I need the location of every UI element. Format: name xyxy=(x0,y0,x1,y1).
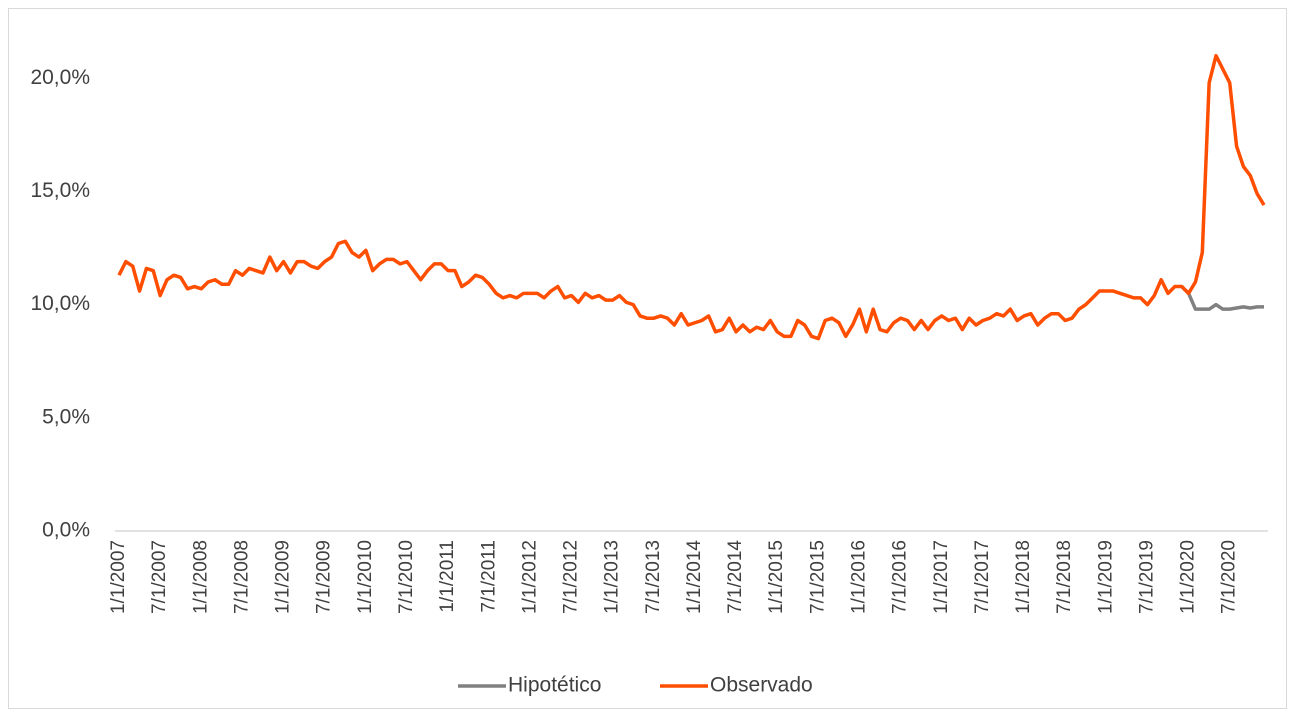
x-tick-label: 7/1/2016 xyxy=(890,540,911,614)
x-tick-label: 1/1/2008 xyxy=(190,540,211,614)
x-tick-label: 1/1/2014 xyxy=(684,540,705,614)
y-tick-label: 0,0% xyxy=(42,519,90,542)
x-tick-label: 7/1/2014 xyxy=(725,540,746,614)
x-tick-label: 7/1/2012 xyxy=(561,540,582,614)
x-tick-label: 7/1/2020 xyxy=(1219,540,1240,614)
x-tick-label: 1/1/2019 xyxy=(1095,540,1116,614)
x-tick-label: 7/1/2009 xyxy=(314,540,335,614)
x-tick-label: 1/1/2017 xyxy=(931,540,952,614)
x-tick-label: 7/1/2007 xyxy=(149,540,170,614)
x-tick-label: 1/1/2009 xyxy=(273,540,294,614)
x-tick-label: 1/1/2013 xyxy=(602,540,623,614)
x-tick-label: 1/1/2015 xyxy=(766,540,787,614)
x-tick-label: 7/1/2008 xyxy=(231,540,252,614)
x-tick-label: 7/1/2013 xyxy=(643,540,664,614)
x-tick-label: 7/1/2010 xyxy=(396,540,417,614)
legend-label: Observado xyxy=(710,674,813,697)
x-tick-label: 1/1/2020 xyxy=(1178,540,1199,614)
legend-label: Hipotético xyxy=(508,674,601,697)
y-tick-label: 10,0% xyxy=(30,292,90,315)
x-tick-label: 7/1/2018 xyxy=(1054,540,1075,614)
y-tick-label: 20,0% xyxy=(30,66,90,89)
y-tick-label: 5,0% xyxy=(42,405,90,428)
x-tick-label: 1/1/2011 xyxy=(437,540,458,613)
x-tick-label: 7/1/2015 xyxy=(807,540,828,614)
x-tick-label: 1/1/2007 xyxy=(108,540,129,614)
x-tick-label: 7/1/2017 xyxy=(972,540,993,614)
y-tick-label: 15,0% xyxy=(30,179,90,202)
line-series xyxy=(117,53,1266,341)
x-tick-label: 7/1/2019 xyxy=(1136,540,1157,614)
x-tick-label: 7/1/2011 xyxy=(478,540,499,613)
x-tick-label: 1/1/2010 xyxy=(355,540,376,614)
x-tick-label: 1/1/2018 xyxy=(1013,540,1034,614)
line-series xyxy=(1180,285,1264,311)
x-tick-label: 1/1/2012 xyxy=(519,540,540,614)
chart-border xyxy=(8,8,1287,709)
x-tick-label: 1/1/2016 xyxy=(848,540,869,614)
